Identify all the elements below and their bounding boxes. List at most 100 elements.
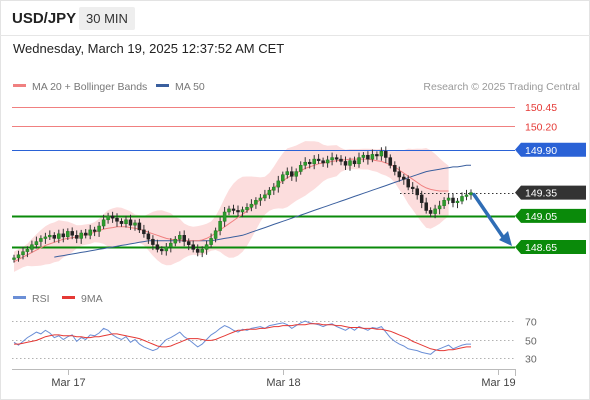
candle [34,236,39,249]
rsi-legend-swatch [13,296,26,299]
candle [410,182,415,193]
candle [88,224,92,240]
candle [303,157,307,170]
level-tag-resistance: 150.45 [525,102,557,114]
candle [218,217,222,236]
forecast-arrow-head [499,231,512,246]
candle [195,244,200,257]
candle [119,218,124,227]
candle [424,197,428,214]
candle [366,151,370,165]
time-tick-label: Mar 19 [481,377,515,389]
rsi-tick-label: 70 [525,317,537,329]
candle [397,166,402,182]
ma20-legend-label: MA 20 + Bollinger Bands [32,81,147,93]
price-levels [12,107,515,249]
candle [146,230,151,244]
chart-datetime: Wednesday, March 19, 2025 12:37:52 AM CE… [13,41,285,56]
candle [160,246,164,255]
candle [213,227,218,243]
candle [231,204,236,215]
candle [249,199,254,212]
candle [406,175,410,191]
candle [128,214,133,230]
candle [316,154,321,164]
forecast-arrow [472,192,512,246]
candle [30,240,34,253]
rsi-ma-legend-swatch [62,296,75,299]
candle [437,200,442,215]
candle [294,168,298,182]
candle [272,183,276,195]
rsi-grid: 70 50 30 [12,317,537,366]
candle [402,173,406,185]
candle [142,224,146,238]
time-tick-label: Mar 18 [266,377,300,389]
rsi-tick-label: 50 [525,336,537,348]
candle [469,189,473,200]
timeframe-badge[interactable]: 30 MIN [79,7,135,30]
candle [52,232,57,243]
candlestick-series [12,146,473,263]
candle [227,205,231,216]
candle [334,154,339,163]
symbol-title: USD/JPY [12,10,77,27]
candle [428,207,433,218]
candle [254,197,258,209]
candle [290,166,294,181]
candle [173,236,178,247]
chart-header: USD/JPY 30 MIN [0,0,590,36]
time-tick-label: Mar 17 [51,377,85,389]
candle [25,246,30,258]
candle [379,147,384,161]
candle [137,218,142,233]
level-tag-label: 149.35 [525,188,557,200]
candle [245,203,249,213]
candle [339,155,343,166]
rsi-tick-label: 30 [525,354,537,366]
level-tag-support: 148.65 [515,240,586,254]
candle [343,156,348,170]
rsi-ma-legend-label: 9MA [81,293,103,305]
level-tag-resistance: 150.20 [525,121,557,133]
candle [106,212,110,224]
candle [285,167,290,179]
candle [66,228,70,240]
level-tag-pivot: 149.90 [515,142,586,157]
candle [204,240,209,255]
candle [298,161,303,175]
candle [222,207,227,227]
candle [48,230,52,240]
candle [79,229,83,244]
ma50-legend-label: MA 50 [175,81,205,93]
candle [16,250,21,262]
candle [83,229,88,239]
candle [415,185,419,200]
candle [182,230,186,247]
candle [419,190,424,209]
candle [375,151,379,160]
candle [464,189,469,201]
ma50-legend-swatch [156,84,169,87]
ma20-legend-swatch [13,84,26,87]
candle [325,155,330,168]
level-tag-label: 149.90 [525,145,557,157]
candle [124,215,128,228]
candle [388,154,393,169]
candle [115,213,119,227]
candle [330,152,334,166]
candle [43,232,48,244]
candle [460,192,464,205]
candle [61,228,66,243]
research-credit: Research © 2025 Trading Central [423,81,580,93]
level-tag-support: 149.05 [515,208,586,223]
rsi-ma-line [14,323,471,352]
candle [191,240,195,253]
candle [133,219,137,231]
candle [307,159,312,169]
candle [186,238,191,251]
candle [393,161,397,176]
candle [442,197,446,209]
candle [39,235,43,247]
